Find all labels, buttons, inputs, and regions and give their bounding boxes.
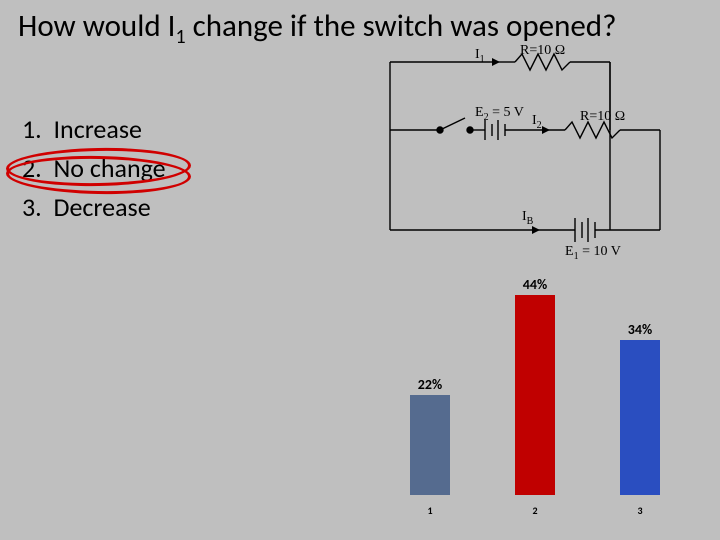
question-sub: 1 xyxy=(175,25,185,49)
question-pre: How would I xyxy=(18,7,175,45)
bar-fill xyxy=(410,395,450,495)
question-text: How would I1 change if the switch was op… xyxy=(18,8,698,49)
bar-percent-label: 44% xyxy=(505,276,565,293)
svg-text:R=10 Ω: R=10 Ω xyxy=(520,43,565,58)
bar-percent-label: 22% xyxy=(400,376,460,393)
svg-text:E2 = 5 V: E2 = 5 V xyxy=(475,105,524,123)
svg-text:E1 = 10 V: E1 = 10 V xyxy=(565,244,621,262)
poll-bar-chart: 22% 1 44% 2 34% 3 xyxy=(390,265,700,525)
bar-2 xyxy=(515,295,555,495)
circuit-diagram: I1 R=10 Ω E2 = 5 V I2 R=10 Ω IB E1 = 10 … xyxy=(380,50,690,260)
bar-fill xyxy=(515,295,555,495)
bar-percent-label: 34% xyxy=(610,321,670,338)
svg-text:R=10 Ω: R=10 Ω xyxy=(580,109,625,124)
bar-category-label: 3 xyxy=(620,504,660,517)
question-post: change if the switch was opened? xyxy=(186,7,617,45)
option-1: 1. Increase xyxy=(22,110,166,149)
bar-category-label: 1 xyxy=(410,504,450,517)
svg-text:I2: I2 xyxy=(532,113,542,131)
bar-category-label: 2 xyxy=(515,504,555,517)
option-1-text: Increase xyxy=(54,113,142,145)
svg-text:IB: IB xyxy=(522,209,534,227)
bar-fill xyxy=(620,340,660,495)
bar-3 xyxy=(620,340,660,495)
bar-1 xyxy=(410,395,450,495)
option-3-text: Decrease xyxy=(54,191,151,223)
